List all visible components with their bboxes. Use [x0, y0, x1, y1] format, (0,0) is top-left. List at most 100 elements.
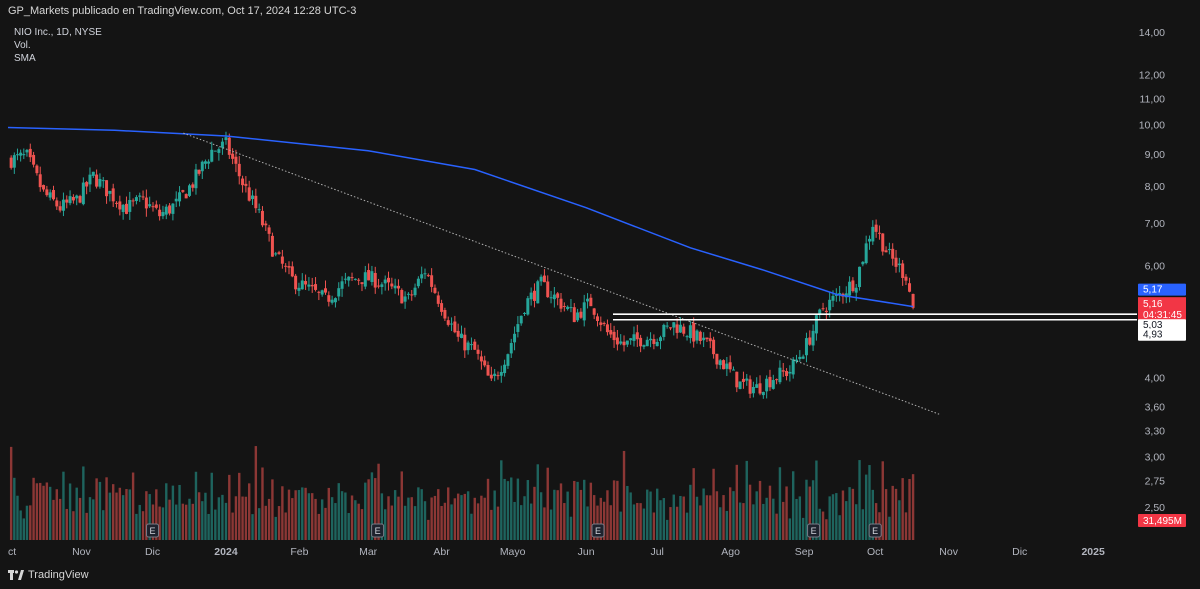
candle-body — [294, 275, 298, 290]
volume-bar — [662, 498, 666, 540]
tradingview-logo[interactable]: TradingView — [8, 569, 89, 581]
x-tick-label: Mayo — [500, 546, 526, 558]
candle-body — [360, 282, 364, 285]
y-tick-label: 2,75 — [1145, 476, 1166, 488]
earnings-marker-label: E — [872, 526, 878, 536]
candle-body — [161, 212, 165, 217]
volume-bar — [732, 491, 735, 540]
volume-bar — [184, 504, 188, 540]
volume-bar — [825, 519, 828, 540]
volume-bar — [506, 481, 510, 540]
candle-body — [635, 332, 639, 340]
candle-body — [818, 309, 822, 315]
volume-bar — [901, 478, 904, 540]
candle-body — [307, 284, 311, 287]
volume-bar — [848, 487, 851, 540]
candle-body — [387, 277, 391, 283]
candle-body — [61, 199, 65, 211]
volume-bar — [689, 484, 692, 540]
candle-body — [101, 180, 105, 182]
volume-bar — [320, 499, 324, 540]
volume-bar — [702, 488, 705, 540]
candle-body — [254, 195, 258, 209]
volume-bar — [576, 481, 579, 540]
candle-body — [758, 383, 762, 394]
volume-bar — [798, 496, 802, 540]
volume-bar — [16, 495, 19, 540]
x-tick-label: Dic — [1012, 546, 1027, 558]
volume-bar — [95, 478, 98, 540]
volume-bar — [480, 495, 483, 540]
candle-body — [217, 149, 221, 153]
volume-bar — [22, 518, 25, 540]
candle-body — [486, 365, 490, 376]
volume-bar — [165, 483, 168, 540]
volume-bar — [519, 505, 523, 540]
candle-body — [586, 298, 590, 302]
candle-body — [320, 290, 324, 295]
candle-body — [854, 287, 858, 293]
volume-bar — [573, 480, 576, 540]
candle-body — [562, 306, 566, 308]
volume-bar — [652, 512, 656, 540]
volume-bar — [214, 509, 217, 540]
candle-body — [105, 180, 109, 197]
candle-body — [599, 322, 603, 325]
candle-body — [831, 295, 835, 301]
volume-bar — [294, 490, 297, 540]
candle-body — [595, 316, 599, 321]
candle-body — [798, 356, 802, 360]
x-tick-label: Oct — [867, 546, 883, 558]
candle-body — [473, 341, 477, 350]
volume-bar — [383, 509, 387, 540]
candle-body — [887, 249, 891, 251]
y-tick-label: 2,50 — [1145, 502, 1166, 514]
volume-bar — [821, 511, 825, 540]
volume-bar — [632, 504, 636, 540]
volume-bar — [360, 509, 364, 540]
candle-body — [181, 190, 185, 192]
volume-bar — [500, 460, 503, 540]
earnings-marker-label: E — [595, 526, 601, 536]
candle-body — [280, 256, 284, 264]
candle-body — [761, 391, 765, 396]
volume-bar — [197, 492, 201, 540]
candle-body — [479, 356, 483, 362]
candle-body — [191, 184, 195, 188]
candle-body — [698, 331, 702, 342]
candle-body — [738, 381, 742, 389]
candle-body — [503, 364, 507, 374]
candle-body — [68, 196, 72, 204]
candle-body — [12, 155, 16, 168]
candle-body — [413, 287, 417, 296]
volume-bar — [35, 483, 39, 540]
volume-bar — [251, 514, 254, 540]
volume-bar — [725, 510, 729, 540]
candle-body — [200, 161, 204, 172]
candle-body — [71, 196, 75, 201]
candle-body — [559, 298, 563, 309]
volume-bar — [884, 489, 888, 540]
candle-body — [828, 299, 832, 311]
volume-bar — [364, 482, 367, 540]
candle-body — [284, 265, 288, 267]
volume-bar — [92, 499, 95, 540]
candle-body — [134, 197, 138, 202]
volume-bar — [115, 492, 118, 540]
volume-bar — [277, 506, 281, 540]
candle-body — [85, 182, 89, 187]
volume-bar — [463, 493, 467, 540]
volume-bar — [261, 467, 264, 540]
volume-bar — [636, 502, 639, 540]
candle-body — [317, 291, 321, 293]
candle-body — [755, 384, 759, 388]
volume-bar — [437, 489, 440, 540]
candle-body — [287, 266, 291, 268]
volume-bar — [423, 501, 427, 540]
volume-bar — [281, 486, 284, 540]
volume-bar — [357, 503, 360, 540]
volume-bar — [380, 493, 384, 540]
volume-bar — [330, 497, 334, 540]
volume-bar — [563, 503, 566, 540]
